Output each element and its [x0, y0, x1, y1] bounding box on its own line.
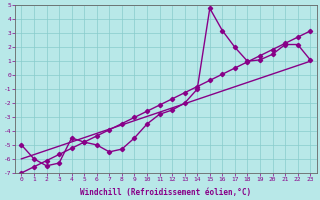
X-axis label: Windchill (Refroidissement éolien,°C): Windchill (Refroidissement éolien,°C): [80, 188, 252, 197]
